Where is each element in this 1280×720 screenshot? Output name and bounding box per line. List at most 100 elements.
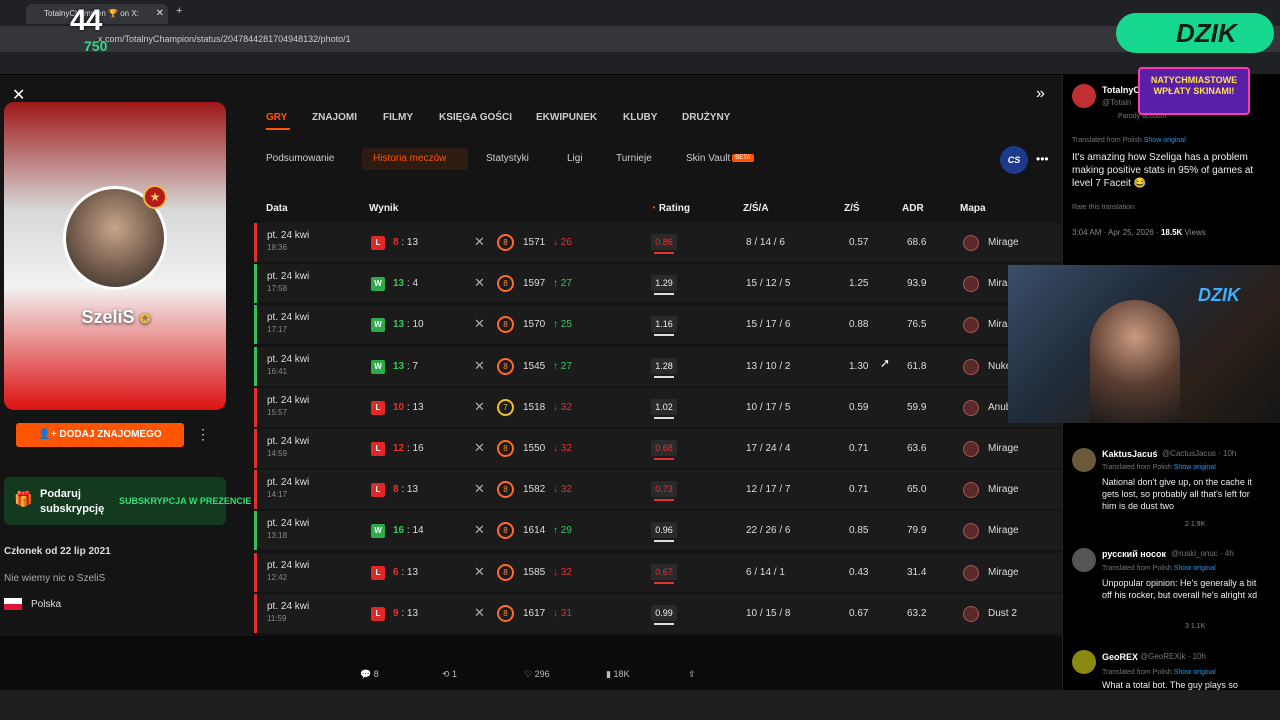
like-button[interactable]: ♡ 296 [524, 669, 550, 679]
reply-author-name[interactable]: русский носок [1102, 549, 1167, 559]
match-row[interactable]: pt. 24 kwi 17:17 W 13 : 10 ✕ 8 1570 ↑ 25 1.16 15 … [254, 305, 1062, 345]
tab-gry[interactable]: GRY [266, 112, 288, 123]
match-row[interactable]: pt. 24 kwi 18:36 L 8 : 13 ✕ 8 1571 ↓ 26 0.86 8 / … [254, 223, 1062, 262]
reply-avatar[interactable] [1072, 548, 1096, 572]
game-selector-cs[interactable]: CS [1000, 146, 1028, 174]
faceit-level-icon: 8 [497, 604, 514, 622]
author-name[interactable]: TotalnyC [1102, 85, 1140, 95]
new-tab-icon[interactable]: + [176, 5, 183, 17]
map-icon [963, 358, 979, 375]
faceit-level-icon: 8 [497, 440, 514, 457]
faceit-level-icon: 8 [497, 275, 514, 293]
tab-ksiega-gosci[interactable]: KSIĘGA GOŚCI [439, 112, 512, 123]
result-badge: W [371, 524, 385, 539]
elo-value: 1582 [523, 484, 546, 496]
reply-author-name[interactable]: KaktusJacuś [1102, 449, 1158, 459]
match-date: pt. 24 kwi [267, 559, 310, 571]
reply-author-handle[interactable]: @GeoREXik · 10h [1140, 652, 1206, 661]
tab-druzyny[interactable]: DRUŻYNY [682, 112, 731, 123]
close-icon[interactable]: ✕ [12, 87, 26, 104]
subtab-skin-vault[interactable]: Skin Vault BETA [686, 153, 754, 164]
kd-value: 1.25 [849, 278, 869, 290]
author-handle[interactable]: @Totaln [1102, 98, 1132, 107]
rating-value: 0.73 [651, 481, 677, 498]
rating-value: 1.02 [651, 398, 677, 415]
faceit-level-icon: 8 [497, 357, 514, 375]
match-row[interactable]: pt. 24 kwi 12:42 L 6 : 13 ✕ 8 1585 ↓ 32 0.67 6 / … [254, 552, 1062, 592]
reply-translation-note: Translated from Polish Show original [1102, 565, 1216, 572]
subtab-historia-meczow[interactable]: Historia meczów [362, 148, 468, 170]
url-text[interactable]: x.com/TotalnyChampion/status/20478442817… [98, 34, 351, 44]
show-original-link[interactable]: Show original [1143, 137, 1186, 144]
result-badge: L [371, 483, 385, 498]
reply-author-handle[interactable]: @ruski_onuc · 4h [1171, 549, 1234, 558]
expand-sidebar-icon[interactable]: » [1036, 85, 1045, 102]
rating-bar [654, 293, 674, 296]
elo-value: 1550 [523, 443, 546, 454]
reply-author-handle[interactable]: @CactusJacus · 10h [1162, 449, 1237, 458]
active-tab-underline [266, 128, 290, 130]
tab-znajomi[interactable]: ZNAJOMI [312, 112, 357, 123]
rating-value: 0.68 [651, 440, 677, 456]
subtab-statystyki[interactable]: Statystyki [486, 153, 529, 164]
match-table-header: Data Wynik ◔ Rating Z/Ś/A Z/Ś ADR Mapa [254, 193, 1062, 223]
tab-filmy[interactable]: FILMY [383, 112, 413, 123]
browser-tab[interactable]: TotalnyChampion 🏆 on X: ✕ [26, 4, 168, 24]
rating-value: 0.99 [651, 604, 677, 621]
subtab-podsumowanie[interactable]: Podsumowanie [266, 153, 335, 164]
more-icon[interactable]: ••• [1036, 152, 1049, 166]
reply-button[interactable]: 💬 8 [360, 669, 379, 679]
match-time: 17:58 [267, 284, 288, 294]
kd-value: 0.85 [849, 525, 869, 537]
reply-author-name[interactable]: GeoREX [1102, 652, 1139, 662]
faceit-level-icon: 8 [497, 316, 514, 334]
elo-change: ↓ 26 [553, 237, 572, 248]
kd-value: 1.30 [849, 360, 869, 372]
retweet-button[interactable]: ⟲ 1 [442, 669, 458, 679]
elo-change: ↑ 27 [553, 360, 572, 372]
subtab-ligi[interactable]: Ligi [567, 153, 583, 164]
subtab-turnieje[interactable]: Turnieje [616, 153, 652, 164]
match-row[interactable]: pt. 24 kwi 15:57 L 10 : 13 ✕ 7 1518 ↓ 32 1.02 10 … [254, 387, 1062, 427]
close-tab-icon[interactable]: ✕ [155, 8, 164, 19]
match-row[interactable]: pt. 24 kwi 16:41 W 13 : 7 ✕ 8 1545 ↑ 27 1.28 13 /… [254, 346, 1062, 386]
reply-avatar[interactable] [1072, 650, 1096, 674]
header-result: Wynik [369, 203, 399, 214]
match-row[interactable]: pt. 24 kwi 14:59 L 12 : 16 ✕ 8 1550 ↓ 32 0.68 17 … [254, 429, 1062, 468]
tab-kluby[interactable]: KLUBY [623, 112, 658, 123]
reply-avatar[interactable] [1072, 448, 1096, 472]
add-friend-button[interactable]: 👤+ DODAJ ZNAJOMEGO [16, 423, 184, 447]
author-avatar[interactable] [1072, 84, 1096, 108]
elo-change: ↓ 32 [553, 484, 572, 496]
rating-bar [654, 540, 674, 543]
member-since: Członek od 22 lip 2021 [4, 546, 111, 557]
match-row[interactable]: pt. 24 kwi 17:58 W 13 : 4 ✕ 8 1597 ↑ 27 1.29 15 /… [254, 264, 1062, 304]
kd-value: 0.71 [849, 443, 869, 454]
share-icon[interactable]: ⇪ [688, 669, 696, 679]
elo-change: ↓ 32 [553, 443, 572, 454]
bookmarks-bar [0, 52, 1280, 74]
match-time: 12:42 [267, 572, 288, 582]
promo-banner[interactable]: NATYCHMIASTOWE WPŁATY SKINAMI! [1138, 67, 1250, 115]
tab-title: TotalnyChampion 🏆 on X: [44, 9, 139, 18]
kda-value: 15 / 12 / 5 [746, 278, 791, 290]
map-name: Anubis [988, 401, 1019, 413]
match-score: 13 : 7 [393, 360, 419, 372]
faceit-level-icon: 8 [497, 563, 514, 581]
match-row[interactable]: pt. 24 kwi 11:59 L 9 : 13 ✕ 8 1617 ↓ 31 0.99 10 /… [254, 593, 1062, 633]
swords-icon: ✕ [474, 398, 485, 414]
views-button[interactable]: ▮ 18K [606, 669, 630, 679]
swords-icon: ✕ [474, 604, 485, 620]
match-row[interactable]: pt. 24 kwi 14:17 L 8 : 13 ✕ 8 1582 ↓ 32 0.73 12 /… [254, 470, 1062, 510]
map-name: Nuke [988, 360, 1012, 372]
gift-subscription-button[interactable]: SUBSKRYPCJA W PREZENCIE [119, 496, 252, 506]
profile-name: SzeliS ✪ [81, 307, 151, 327]
rating-bar [654, 334, 674, 337]
tab-ekwipunek[interactable]: EKWIPUNEK [536, 112, 598, 123]
match-score: 13 : 10 [393, 319, 424, 331]
more-options-icon[interactable]: ⋮ [196, 426, 210, 442]
reply-translation-note: Translated from Polish Show original [1102, 464, 1216, 471]
match-row[interactable]: pt. 24 kwi 13:18 W 16 : 14 ✕ 8 1614 ↑ 29 0.96 22 … [254, 511, 1062, 551]
match-date: pt. 24 kwi [267, 436, 310, 447]
address-bar[interactable]: x.com/TotalnyChampion/status/20478442817… [0, 26, 1280, 52]
